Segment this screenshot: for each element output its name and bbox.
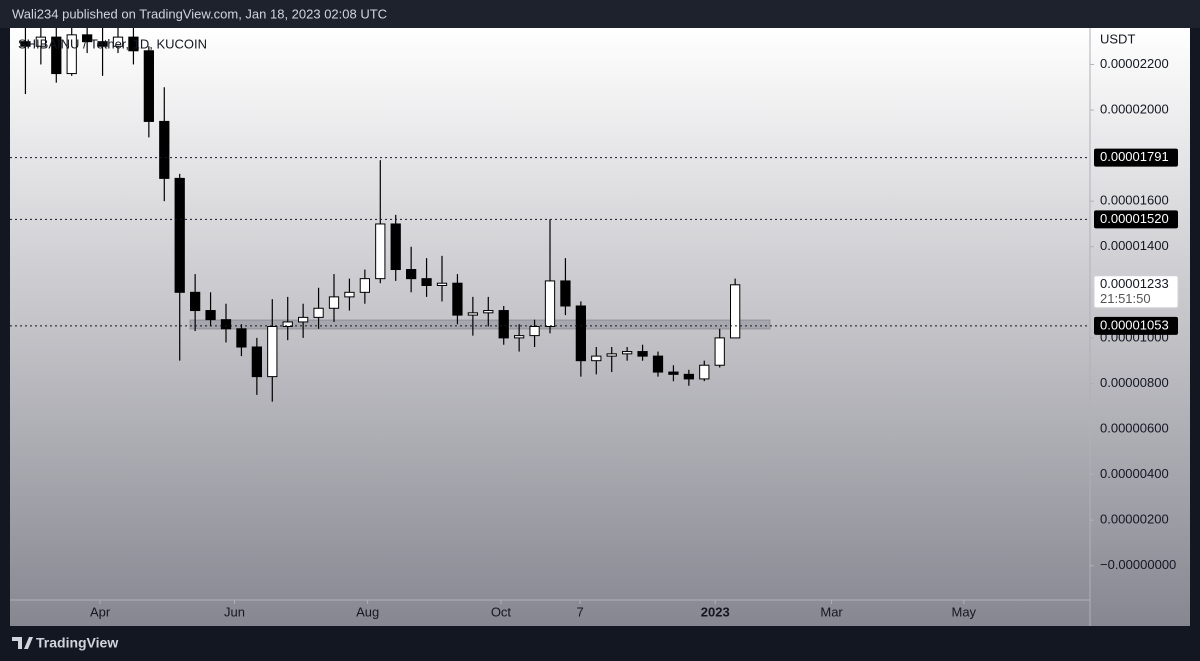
header-text: Wali234 published on TradingView.com, Ja… (12, 6, 387, 21)
candle-body (128, 36, 139, 52)
candle-body (51, 36, 62, 75)
y-tick-label: 0.00002200 (1100, 56, 1169, 71)
countdown: 21:51:50 (1100, 291, 1151, 306)
candle-body (622, 351, 633, 355)
candle-body (714, 337, 725, 366)
candle-body (406, 269, 417, 280)
support-zone (189, 319, 771, 330)
candle-body (205, 310, 216, 321)
price-unit: USDT (1100, 31, 1135, 46)
x-tick-label: 7 (576, 604, 583, 619)
x-tick-label: May (952, 604, 977, 619)
candle-body (467, 312, 478, 316)
x-tick-label: Apr (90, 604, 111, 619)
y-tick-label: 0.00000600 (1100, 420, 1169, 435)
candle-body (421, 278, 432, 286)
header-bar (0, 0, 1200, 28)
candle-body (35, 36, 46, 47)
candle-body (483, 310, 494, 314)
x-tick-label: Aug (356, 604, 379, 619)
candle-body (20, 41, 31, 47)
candle-body (344, 291, 355, 298)
candle-body (82, 34, 93, 43)
symbol-title: SHIBAINU / Tether, 1D, KUCOIN (18, 36, 207, 51)
candle-body (436, 282, 448, 286)
x-tick-label: Jun (224, 604, 245, 619)
candle-body (190, 291, 201, 312)
candle-body (529, 326, 540, 337)
level-label-box (1094, 210, 1178, 229)
candle-body (112, 36, 124, 47)
candle-body (560, 280, 571, 307)
last-price-label: 0.00001233 (1100, 276, 1169, 291)
level-label-box (1094, 316, 1178, 335)
candle-body (544, 280, 556, 328)
plot-area (20, 28, 741, 402)
y-tick-label: 0.00002000 (1100, 101, 1169, 116)
candle-body (328, 296, 340, 309)
candle-body (282, 321, 293, 328)
level-label: 0.00001791 (1100, 149, 1169, 164)
candle-body (514, 335, 525, 339)
candle-body (683, 373, 694, 380)
candle-body (452, 282, 463, 316)
candle-body (66, 34, 77, 75)
candle-body (251, 346, 262, 378)
candle-body (575, 305, 586, 362)
x-tick-label: 2023 (701, 604, 730, 619)
candle-body (359, 278, 370, 293)
candle-body (236, 328, 247, 348)
level-label: 0.00001520 (1100, 211, 1169, 226)
y-tick-label: 0.00000800 (1100, 375, 1169, 390)
y-tick-label: −0.00000000 (1100, 557, 1176, 572)
candle-body (375, 223, 386, 280)
y-tick-label: 0.00001400 (1100, 238, 1169, 253)
footer-bar (0, 626, 1200, 661)
candle-body (390, 223, 401, 271)
candle-body (637, 351, 648, 357)
last-price-box (1093, 275, 1179, 309)
candle-body (143, 50, 154, 122)
x-tick-label: Oct (491, 604, 512, 619)
candle-body (606, 353, 617, 357)
y-tick-label: 0.00000200 (1100, 512, 1169, 527)
candle-body (730, 284, 741, 339)
candle-body (298, 316, 309, 323)
candle-body (699, 364, 710, 380)
candle-body (174, 177, 185, 293)
level-label-box (1094, 148, 1178, 167)
chart-background (10, 28, 1190, 626)
candle-body (313, 307, 324, 318)
candle-body (267, 326, 278, 378)
y-tick-label: 0.00000400 (1100, 466, 1169, 481)
y-tick-label: 0.00001600 (1100, 193, 1169, 208)
candle-body (668, 371, 679, 375)
candle-body (159, 120, 170, 179)
footer-brand: TradingView (36, 635, 118, 651)
x-tick-label: Mar (820, 604, 843, 619)
candle-body (652, 355, 664, 373)
brand-logo (12, 637, 33, 649)
level-label: 0.00001053 (1100, 317, 1169, 332)
candle-body (97, 41, 108, 47)
candle-body (220, 319, 232, 330)
candle-body (591, 355, 602, 362)
candle-body (498, 310, 509, 339)
